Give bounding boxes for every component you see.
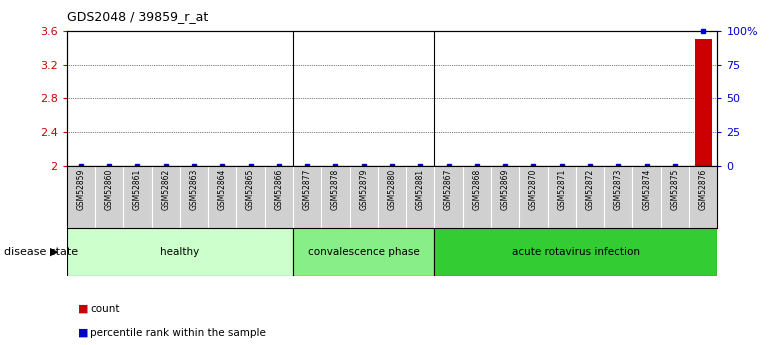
Text: GSM52881: GSM52881 [416, 169, 425, 210]
Text: disease state: disease state [4, 247, 78, 257]
Text: GSM52877: GSM52877 [303, 169, 311, 210]
Text: GSM52876: GSM52876 [699, 169, 708, 210]
Text: acute rotavirus infection: acute rotavirus infection [512, 247, 640, 257]
FancyBboxPatch shape [67, 228, 293, 276]
Text: ▶: ▶ [50, 247, 59, 257]
Text: GDS2048 / 39859_r_at: GDS2048 / 39859_r_at [67, 10, 208, 23]
Text: GSM52874: GSM52874 [642, 169, 652, 210]
Text: healthy: healthy [160, 247, 199, 257]
Text: GSM52873: GSM52873 [614, 169, 622, 210]
Text: GSM52880: GSM52880 [387, 169, 397, 210]
Text: GSM52869: GSM52869 [501, 169, 510, 210]
Text: percentile rank within the sample: percentile rank within the sample [90, 328, 266, 338]
Text: GSM52866: GSM52866 [274, 169, 283, 210]
Text: ■: ■ [78, 328, 89, 338]
Text: convalescence phase: convalescence phase [308, 247, 419, 257]
Text: GSM52879: GSM52879 [359, 169, 368, 210]
Text: GSM52868: GSM52868 [473, 169, 481, 210]
Text: GSM52875: GSM52875 [670, 169, 680, 210]
Text: GSM52863: GSM52863 [190, 169, 198, 210]
Text: GSM52859: GSM52859 [76, 169, 85, 210]
Text: ■: ■ [78, 304, 89, 314]
Text: GSM52864: GSM52864 [218, 169, 227, 210]
Bar [695, 39, 712, 166]
Text: GSM52860: GSM52860 [104, 169, 114, 210]
Text: GSM52878: GSM52878 [331, 169, 340, 210]
Text: GSM52871: GSM52871 [557, 169, 566, 210]
Text: GSM52872: GSM52872 [586, 169, 594, 210]
FancyBboxPatch shape [434, 228, 717, 276]
Text: GSM52862: GSM52862 [162, 169, 170, 210]
Text: GSM52870: GSM52870 [529, 169, 538, 210]
Text: GSM52867: GSM52867 [444, 169, 453, 210]
Text: GSM52865: GSM52865 [246, 169, 255, 210]
Text: count: count [90, 304, 120, 314]
FancyBboxPatch shape [293, 228, 434, 276]
Text: GSM52861: GSM52861 [132, 169, 142, 210]
